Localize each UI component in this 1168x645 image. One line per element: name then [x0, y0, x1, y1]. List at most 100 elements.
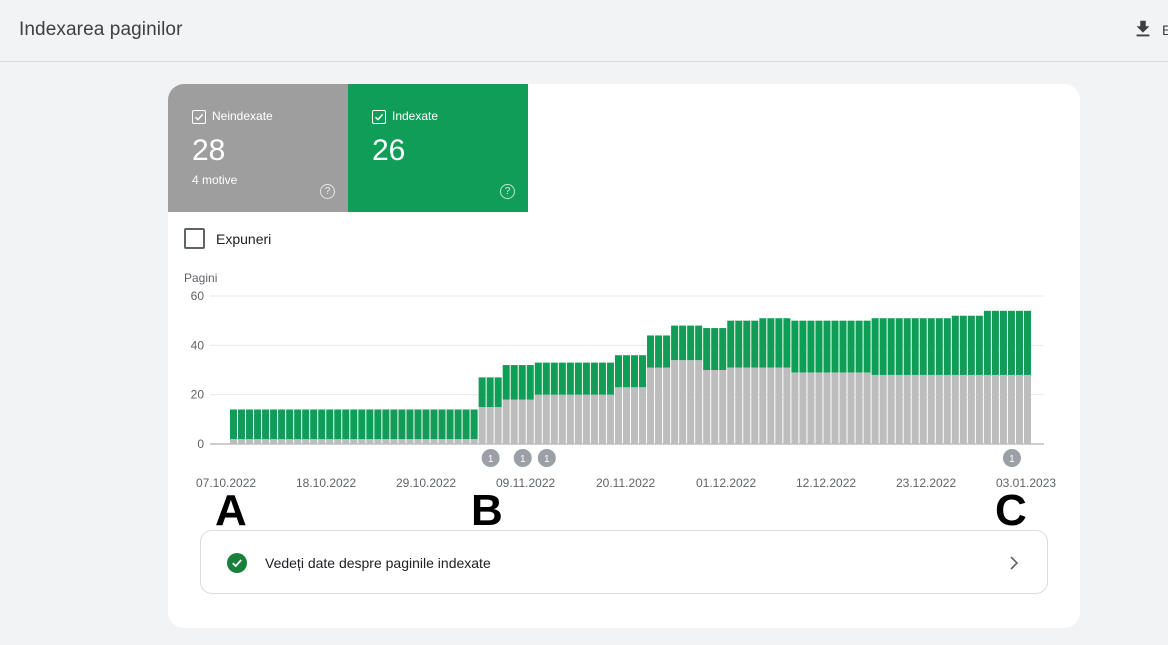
bar-not-indexed[interactable]	[542, 394, 550, 444]
bars[interactable]	[230, 310, 1031, 444]
bar-not-indexed[interactable]	[927, 374, 935, 444]
bar-not-indexed[interactable]	[478, 407, 486, 444]
bar-indexed[interactable]	[606, 362, 614, 395]
bar-indexed[interactable]	[959, 315, 967, 375]
bar-indexed[interactable]	[671, 325, 679, 361]
bar-indexed[interactable]	[751, 320, 759, 368]
bar-not-indexed[interactable]	[398, 439, 406, 444]
bar-indexed[interactable]	[598, 362, 606, 395]
bar-indexed[interactable]	[422, 409, 430, 440]
bar-indexed[interactable]	[230, 409, 238, 440]
annotation-marker[interactable]: 1	[481, 449, 500, 467]
bar-not-indexed[interactable]	[278, 439, 286, 444]
bar-not-indexed[interactable]	[911, 374, 919, 444]
bar-indexed[interactable]	[951, 315, 959, 375]
bar-not-indexed[interactable]	[446, 439, 454, 444]
bar-indexed[interactable]	[534, 362, 542, 395]
bar-not-indexed[interactable]	[318, 439, 326, 444]
bar-not-indexed[interactable]	[622, 387, 630, 444]
bar-indexed[interactable]	[711, 328, 719, 370]
bar-not-indexed[interactable]	[358, 439, 366, 444]
bar-not-indexed[interactable]	[454, 439, 462, 444]
bar-indexed[interactable]	[655, 335, 663, 368]
bar-not-indexed[interactable]	[526, 399, 534, 444]
bar-indexed[interactable]	[326, 409, 334, 440]
bar-indexed[interactable]	[647, 335, 655, 368]
bar-indexed[interactable]	[262, 409, 270, 440]
bar-indexed[interactable]	[631, 355, 639, 388]
bar-indexed[interactable]	[855, 320, 863, 373]
bar-indexed[interactable]	[334, 409, 342, 440]
bar-not-indexed[interactable]	[558, 394, 566, 444]
bar-indexed[interactable]	[294, 409, 302, 440]
bar-not-indexed[interactable]	[759, 367, 767, 444]
view-indexed-pages-link[interactable]: Vedeți date despre paginile indexate	[200, 530, 1048, 594]
bar-not-indexed[interactable]	[807, 372, 815, 444]
bar-not-indexed[interactable]	[687, 360, 695, 444]
help-icon[interactable]: ?	[500, 184, 515, 199]
bar-indexed[interactable]	[406, 409, 414, 440]
bar-not-indexed[interactable]	[735, 367, 743, 444]
bar-not-indexed[interactable]	[590, 394, 598, 444]
bar-not-indexed[interactable]	[991, 374, 999, 444]
bar-not-indexed[interactable]	[310, 439, 318, 444]
bar-indexed[interactable]	[687, 325, 695, 361]
bar-not-indexed[interactable]	[799, 372, 807, 444]
bar-not-indexed[interactable]	[534, 394, 542, 444]
bar-not-indexed[interactable]	[574, 394, 582, 444]
bar-indexed[interactable]	[759, 318, 767, 368]
bar-indexed[interactable]	[398, 409, 406, 440]
bar-not-indexed[interactable]	[647, 367, 655, 444]
bar-indexed[interactable]	[919, 318, 927, 375]
bar-indexed[interactable]	[566, 362, 574, 395]
bar-not-indexed[interactable]	[743, 367, 751, 444]
bar-not-indexed[interactable]	[326, 439, 334, 444]
bar-indexed[interactable]	[366, 409, 374, 440]
bar-not-indexed[interactable]	[486, 407, 494, 444]
bar-indexed[interactable]	[831, 320, 839, 373]
bar-indexed[interactable]	[278, 409, 286, 440]
bar-indexed[interactable]	[839, 320, 847, 373]
bar-not-indexed[interactable]	[230, 439, 238, 444]
bar-indexed[interactable]	[374, 409, 382, 440]
bar-indexed[interactable]	[943, 318, 951, 375]
bar-indexed[interactable]	[350, 409, 358, 440]
bar-indexed[interactable]	[494, 377, 502, 407]
bar-not-indexed[interactable]	[374, 439, 382, 444]
bar-indexed[interactable]	[975, 315, 983, 375]
bar-not-indexed[interactable]	[350, 439, 358, 444]
annotation-marker[interactable]: 1	[513, 449, 532, 467]
bar-indexed[interactable]	[703, 328, 711, 370]
bar-indexed[interactable]	[991, 310, 999, 375]
bar-not-indexed[interactable]	[286, 439, 294, 444]
bar-indexed[interactable]	[823, 320, 831, 373]
bar-not-indexed[interactable]	[430, 439, 438, 444]
bar-not-indexed[interactable]	[414, 439, 422, 444]
bar-indexed[interactable]	[302, 409, 310, 440]
bar-indexed[interactable]	[639, 355, 647, 388]
bar-indexed[interactable]	[863, 320, 871, 373]
bar-not-indexed[interactable]	[334, 439, 342, 444]
bar-not-indexed[interactable]	[663, 367, 671, 444]
bar-not-indexed[interactable]	[582, 394, 590, 444]
help-icon[interactable]: ?	[320, 184, 335, 199]
bar-not-indexed[interactable]	[294, 439, 302, 444]
bar-not-indexed[interactable]	[767, 367, 775, 444]
bar-not-indexed[interactable]	[895, 374, 903, 444]
bar-indexed[interactable]	[414, 409, 422, 440]
bar-indexed[interactable]	[390, 409, 398, 440]
bar-not-indexed[interactable]	[438, 439, 446, 444]
bar-indexed[interactable]	[270, 409, 278, 440]
checkbox-checked-icon[interactable]	[192, 110, 206, 124]
bar-indexed[interactable]	[558, 362, 566, 395]
bar-indexed[interactable]	[382, 409, 390, 440]
bar-not-indexed[interactable]	[671, 360, 679, 444]
bar-not-indexed[interactable]	[639, 387, 647, 444]
export-button[interactable]: E	[1132, 16, 1168, 44]
bar-not-indexed[interactable]	[655, 367, 663, 444]
bar-indexed[interactable]	[430, 409, 438, 440]
bar-not-indexed[interactable]	[903, 374, 911, 444]
bar-indexed[interactable]	[783, 318, 791, 368]
bar-indexed[interactable]	[446, 409, 454, 440]
bar-not-indexed[interactable]	[566, 394, 574, 444]
